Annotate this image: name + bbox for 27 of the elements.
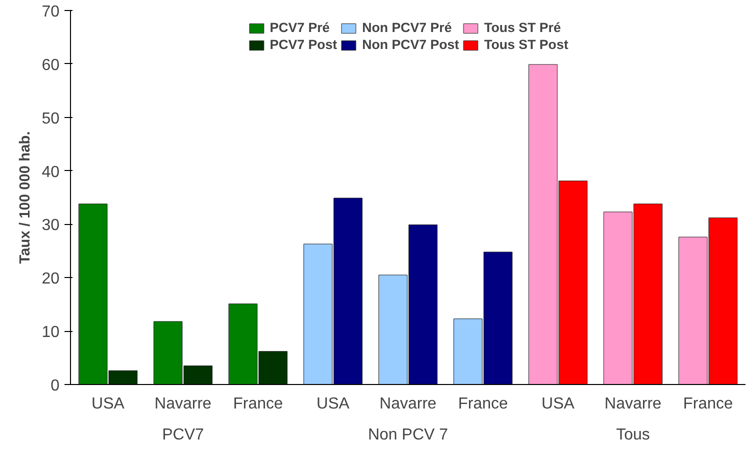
x-tick-label: France xyxy=(683,396,733,412)
y-tick-label: 60 xyxy=(42,56,60,74)
text: Non PCV 7 xyxy=(368,426,448,444)
x-tick-label: Navarre xyxy=(604,396,662,412)
y-tick-label: 20 xyxy=(42,270,60,288)
y-tick-label: 50 xyxy=(42,110,60,128)
x-tick-label: USA xyxy=(92,396,125,412)
y-tick-label: 10 xyxy=(42,324,60,342)
x-tick-label: USA xyxy=(316,396,350,412)
x-tick-label: France xyxy=(233,396,283,412)
text: PCV7 xyxy=(162,426,204,444)
y-axis-title: Taux / 100 000 hab. xyxy=(18,131,34,264)
y-tick-label: 70 xyxy=(42,4,60,20)
x-tick-label: France xyxy=(458,396,508,412)
x-tick-label: Navarre xyxy=(380,396,437,412)
text: Tous xyxy=(616,426,650,444)
x-tick-label: USA xyxy=(542,396,575,412)
legend-label: PCV7 Pré xyxy=(270,20,330,35)
legend-label: Non PCV7 Post xyxy=(362,37,460,52)
x-tick-label: Navarre xyxy=(154,396,212,412)
legend-label: PCV7 Post xyxy=(270,37,338,52)
legend-label: Tous ST Pré xyxy=(484,20,561,35)
y-tick-label: 0 xyxy=(50,378,60,394)
legend-label: Tous ST Post xyxy=(484,37,568,52)
legend-label: Non PCV7 Pré xyxy=(362,20,452,35)
y-tick-label: 30 xyxy=(42,217,60,234)
y-tick-label: 40 xyxy=(42,164,60,181)
